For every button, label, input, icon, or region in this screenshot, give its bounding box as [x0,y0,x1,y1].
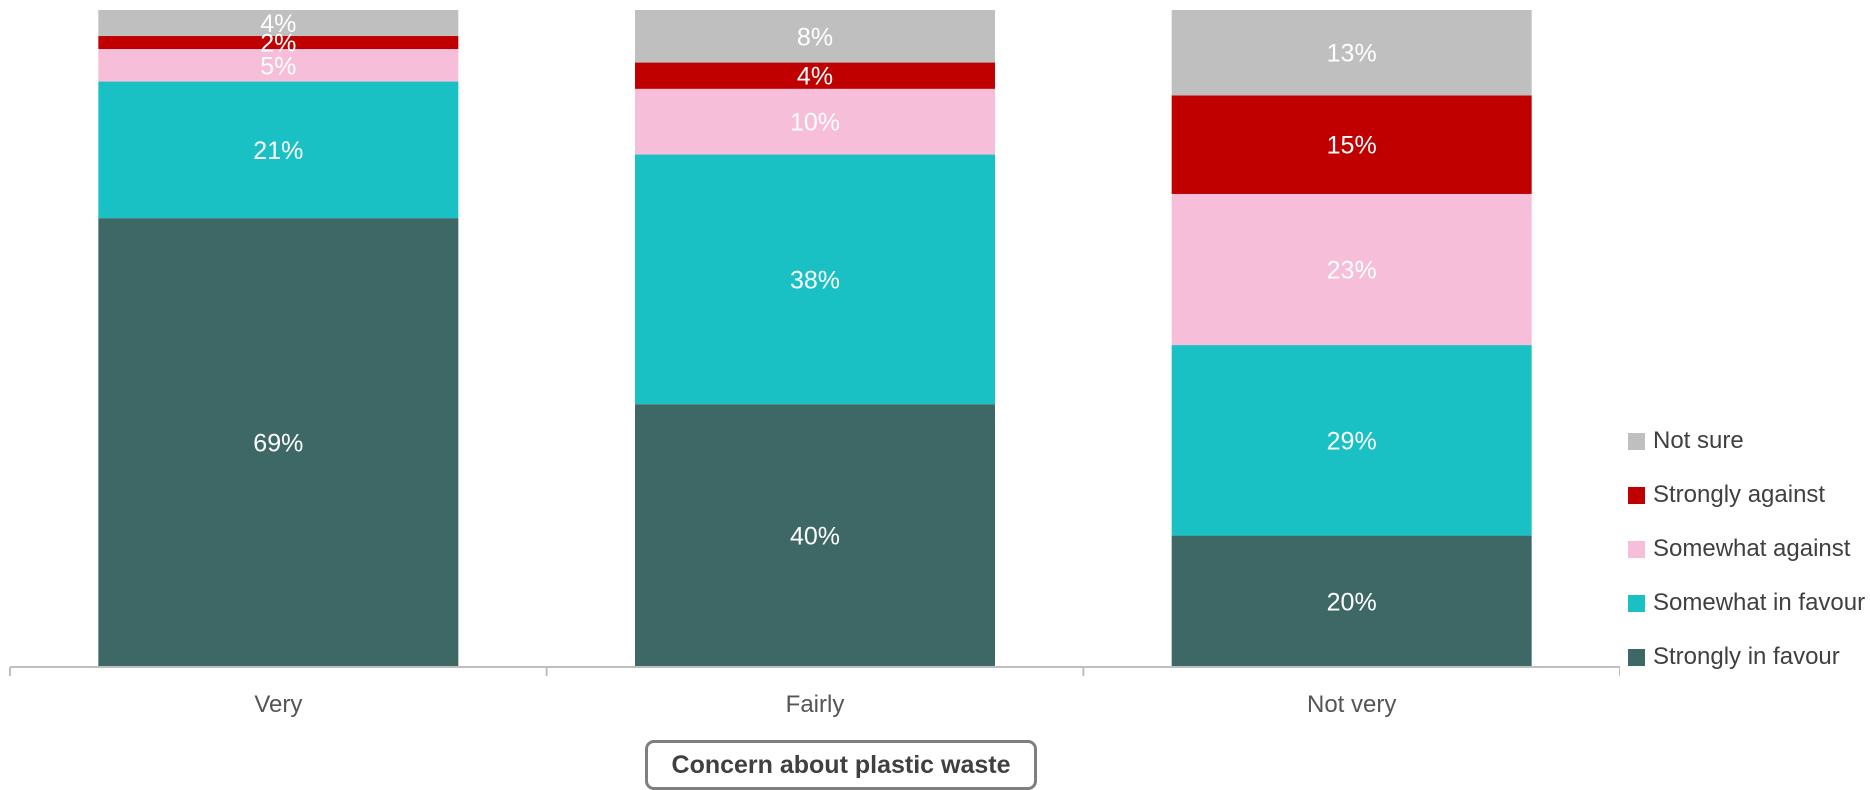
bar-segment-fairly-strongly-against [635,62,995,89]
legend-swatch [1628,594,1645,612]
data-label-fairly-strongly-in-favour: 40% [790,523,840,551]
x-axis-title: Concern about plastic waste [645,740,1037,790]
data-label-not-very-not-sure: 13% [1327,40,1377,68]
bar-segment-fairly-somewhat-in-favour [635,154,995,405]
legend-label: Somewhat against [1653,535,1851,562]
bar-segment-very-strongly-against [98,36,459,50]
bar-segment-very-somewhat-in-favour [98,81,459,219]
bar-segment-fairly-somewhat-against [635,88,995,155]
legend-item-strongly-against: Strongly against [1628,468,1868,522]
legend-label: Somewhat in favour [1653,589,1866,616]
legend-swatch [1628,540,1645,558]
x-tick-label-not-very: Not very [1307,691,1396,718]
data-label-very-somewhat-in-favour: 21% [253,137,303,165]
legend-swatch [1628,432,1645,450]
bar-segment-fairly-strongly-in-favour [635,404,995,667]
legend-item-somewhat-against: Somewhat against [1628,522,1868,576]
data-label-fairly-somewhat-against: 10% [790,109,840,137]
bars-layer [98,10,1532,667]
data-label-very-not-sure: 4% [260,10,296,38]
bar-segment-very-strongly-in-favour [98,218,459,667]
legend-label: Strongly against [1653,481,1826,508]
bar-segment-not-very-strongly-against [1171,95,1532,194]
data-label-not-very-strongly-against: 15% [1327,132,1377,160]
bar-segment-not-very-somewhat-in-favour [1171,345,1532,536]
data-label-not-very-strongly-in-favour: 20% [1327,588,1377,616]
bar-segment-not-very-not-sure [1171,10,1532,96]
x-tick-label-very: Very [254,691,302,718]
data-label-fairly-strongly-against: 4% [797,63,833,91]
legend-item-somewhat-in-favour: Somewhat in favour [1628,576,1868,630]
data-label-very-strongly-against: 2% [260,30,296,58]
bar-segment-very-somewhat-against [98,49,459,82]
data-label-not-very-somewhat-in-favour: 29% [1327,427,1377,455]
data-label-fairly-not-sure: 8% [797,23,833,51]
legend-item-strongly-in-favour: Strongly in favour [1628,630,1868,684]
bar-segment-very-not-sure [98,10,459,37]
legend-swatch [1628,648,1645,666]
bar-segment-not-very-strongly-in-favour [1171,535,1532,667]
data-label-very-somewhat-against: 5% [260,52,296,80]
legend: Not sure Strongly against Somewhat against… [1628,414,1868,684]
bar-segment-not-very-somewhat-against [1171,193,1532,346]
segment-labels-layer: 69%21%5%2%4%40%38%10%4%8%20%29%23%15%13% [253,10,1376,616]
x-tick-label-fairly: Fairly [786,691,845,718]
x-axis: Very Fairly Not very [9,666,1620,718]
bar-segment-fairly-not-sure [635,10,995,63]
data-label-very-strongly-in-favour: 69% [253,430,303,458]
data-label-fairly-somewhat-in-favour: 38% [790,266,840,294]
legend-item-not-sure: Not sure [1628,414,1868,468]
data-label-not-very-somewhat-against: 23% [1327,257,1377,285]
legend-label: Strongly in favour [1653,643,1840,670]
legend-swatch [1628,486,1645,504]
legend-label: Not sure [1653,427,1744,454]
stacked-bar-chart: 69%21%5%2%4%40%38%10%4%8%20%29%23%15%13%… [9,10,1620,718]
